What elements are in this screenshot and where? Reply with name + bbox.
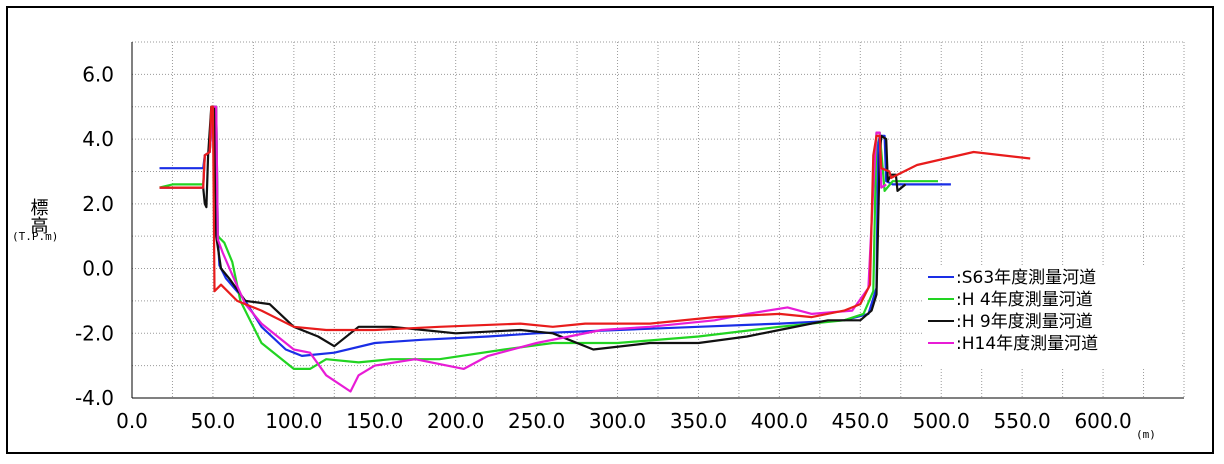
x-tick-label: 200.0 <box>427 409 484 433</box>
legend-label: :H 9年度測量河道 <box>956 312 1093 332</box>
chart-frame: 0.0 50.0 100.0 150.0 200.0 250.0 300.0 350.0 400… <box>6 6 1214 454</box>
axes <box>131 42 1184 399</box>
x-tick-label: 400.0 <box>751 409 808 433</box>
x-tick-label: 600.0 <box>1074 409 1131 433</box>
y-tick-label: 6.0 <box>82 62 114 86</box>
x-tick-label: 550.0 <box>994 409 1051 433</box>
x-tick-label: 0.0 <box>116 409 148 433</box>
series-lines <box>159 105 1031 393</box>
x-tick-label: 50.0 <box>191 409 236 433</box>
x-tick-label: 150.0 <box>346 409 403 433</box>
series-line <box>159 105 1031 332</box>
legend-background <box>924 267 1180 367</box>
x-tick-label: 350.0 <box>670 409 727 433</box>
y-axis-unit: (T.P.m) <box>12 230 58 243</box>
x-tick-label: 450.0 <box>832 409 889 433</box>
y-axis-label: 標高 (T.P.m) <box>12 198 58 243</box>
y-tick-label: 2.0 <box>82 192 114 216</box>
legend-label: :H 4年度測量河道 <box>956 290 1093 310</box>
y-tick-label: 0.0 <box>82 257 114 281</box>
legend-label: :H14年度測量河道 <box>956 334 1098 354</box>
x-axis-unit: (m) <box>1136 428 1156 441</box>
series-line <box>159 105 938 370</box>
series-line <box>159 105 887 393</box>
legend: :S63年度測量河道:H 4年度測量河道:H 9年度測量河道:H14年度測量河道 <box>924 267 1180 367</box>
y-tick-label: 4.0 <box>82 127 114 151</box>
y-tick-label: -2.0 <box>75 321 114 345</box>
y-axis-title: 標高 <box>28 198 49 235</box>
x-tick-label: 500.0 <box>913 409 970 433</box>
legend-label: :S63年度測量河道 <box>956 268 1096 288</box>
y-tick-label: -4.0 <box>75 386 114 410</box>
x-tick-label: 250.0 <box>508 409 565 433</box>
x-tick-label: 300.0 <box>589 409 646 433</box>
elevation-cross-section-chart: 0.0 50.0 100.0 150.0 200.0 250.0 300.0 350.0 400… <box>12 41 1185 441</box>
tick-labels: 0.0 50.0 100.0 150.0 200.0 250.0 300.0 350.0 400… <box>75 62 1132 433</box>
series-line <box>159 105 907 351</box>
x-tick-label: 100.0 <box>265 409 322 433</box>
